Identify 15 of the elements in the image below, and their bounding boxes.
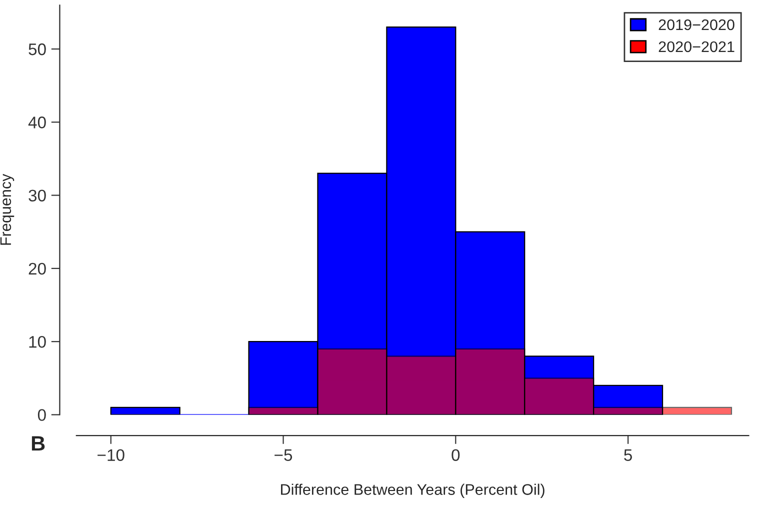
x-tick-label: −10 [98, 449, 124, 461]
y-tick-label: 40 [28, 116, 46, 128]
text: B [32, 436, 45, 451]
y-tick-label: 10 [29, 336, 46, 348]
legend-label: 2020−2021 [658, 41, 734, 52]
y-tick-label: 20 [28, 262, 46, 275]
y-tick-label: 50 [28, 43, 46, 56]
y-tick-label: 0 [38, 409, 46, 421]
x-tick-label: −5 [274, 449, 292, 461]
y-axis-title: Frequency [0, 174, 14, 245]
legend-label: 2019−2020 [658, 19, 734, 30]
y-tick-label: 30 [28, 190, 46, 202]
x-axis-title: Difference Between Years (Percent Oil) [281, 484, 544, 498]
x-tick-label: 0 [452, 449, 460, 461]
x-tick-label: 5 [624, 449, 632, 461]
